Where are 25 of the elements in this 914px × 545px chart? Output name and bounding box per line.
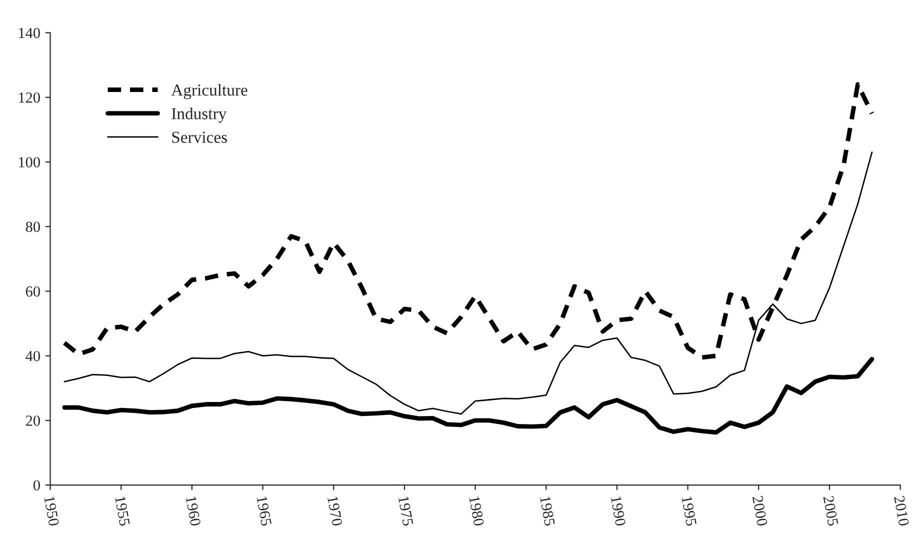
y-tick-label: 60 (26, 286, 40, 297)
x-tick-label: 1960 (186, 496, 201, 526)
x-tick-label: 1950 (44, 496, 60, 526)
legend-label: Industry (172, 108, 227, 123)
x-tick-label: 1995 (682, 496, 697, 526)
y-tick-label: 0 (33, 480, 40, 490)
y-tick-label: 40 (26, 350, 40, 362)
x-tick-label: 1990 (610, 496, 626, 526)
legend-label: Services (172, 132, 227, 143)
y-tick-label: 140 (18, 28, 40, 38)
x-tick-label: 1975 (398, 496, 414, 526)
y-tick-label: 80 (26, 222, 40, 232)
y-tick-label: 100 (18, 157, 40, 168)
x-tick-label: 2010 (894, 496, 910, 526)
x-tick-label: 1980 (469, 496, 484, 526)
x-tick-label: 1985 (540, 496, 556, 526)
y-tick-label: 120 (18, 92, 40, 103)
x-tick-label: 2000 (752, 496, 768, 526)
x-tick-label: 1965 (256, 496, 272, 526)
x-tick-label: 1955 (114, 496, 130, 526)
x-tick-label: 1970 (327, 496, 343, 526)
legend-label: Agriculture (171, 84, 248, 100)
x-tick-label: 2005 (823, 496, 838, 526)
line-series (62, 356, 874, 435)
y-tick-label: 20 (26, 416, 40, 426)
